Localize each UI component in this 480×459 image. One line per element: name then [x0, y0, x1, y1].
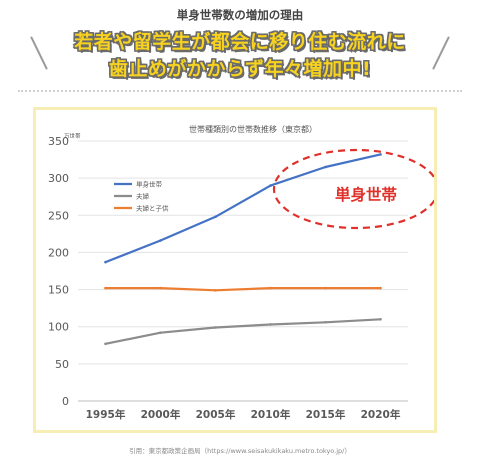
y-tick-label: 350	[48, 135, 69, 148]
x-tick-label: 2015年	[306, 408, 346, 421]
y-tick-label: 200	[48, 246, 69, 259]
data-point	[104, 286, 107, 290]
data-point	[379, 317, 382, 321]
y-tick-label: 100	[48, 321, 69, 334]
data-point	[214, 289, 217, 292]
dotted-divider	[18, 90, 462, 92]
headline-line-1: 若者や留学生が都会に移り住む流れに	[74, 31, 406, 53]
data-point	[214, 215, 217, 219]
line-chart: 世帯種類別の世帯数推移（東京都） 万世帯 0 50 100 150 200 250 300 350…	[48, 124, 434, 421]
series-line-single	[104, 153, 382, 264]
highlight-ellipse	[272, 148, 434, 230]
data-point	[214, 326, 217, 329]
data-point	[269, 184, 272, 187]
x-tick-label: 2005年	[196, 408, 236, 421]
data-point	[159, 239, 162, 242]
data-point	[379, 153, 382, 156]
data-point	[324, 286, 327, 290]
y-tick-label: 250	[48, 209, 69, 222]
chart-container: 世帯種類別の世帯数推移（東京都） 万世帯 0 50 100 150 200 250 300 350…	[33, 107, 437, 433]
x-tick-label: 2000年	[141, 408, 181, 421]
data-point	[159, 331, 162, 334]
series-line-couple	[104, 318, 382, 345]
data-point	[324, 320, 327, 324]
source-citation: 引用：東京都政策企画局（https://www.seisakukikaku.me…	[129, 447, 351, 455]
data-point	[269, 286, 272, 290]
x-tick-label: 2020年	[361, 408, 401, 421]
legend-label: 夫婦と子供	[136, 204, 169, 213]
legend-label: 単身世帯	[136, 180, 163, 189]
data-point	[104, 260, 107, 264]
data-point	[159, 286, 162, 290]
x-tick-label: 1995年	[86, 408, 126, 421]
decorative-slash-left	[30, 36, 48, 70]
chart-title: 世帯種類別の世帯数推移（東京都）	[189, 124, 317, 134]
x-tick-label: 2010年	[251, 408, 291, 421]
y-tick-label: 300	[48, 172, 69, 185]
series-line-couple-child	[104, 287, 382, 292]
data-point	[379, 286, 382, 290]
data-point	[324, 165, 327, 169]
decorative-slash-right	[432, 36, 450, 70]
y-axis-unit-label: 万世帯	[64, 132, 81, 140]
data-point	[269, 323, 272, 326]
y-tick-label: 0	[62, 395, 69, 408]
headline: 若者や留学生が都会に移り住む流れに 歯止めがかからず年々増加中!	[50, 29, 430, 83]
legend-label: 夫婦	[136, 192, 150, 201]
y-tick-label: 50	[55, 358, 69, 371]
highlight-label: 単身世帯	[335, 185, 398, 204]
data-point	[104, 342, 107, 346]
headline-line-2: 歯止めがかからず年々増加中!	[108, 58, 372, 80]
y-tick-label: 150	[48, 284, 69, 297]
page-title: 単身世帯数の増加の理由	[176, 8, 304, 22]
